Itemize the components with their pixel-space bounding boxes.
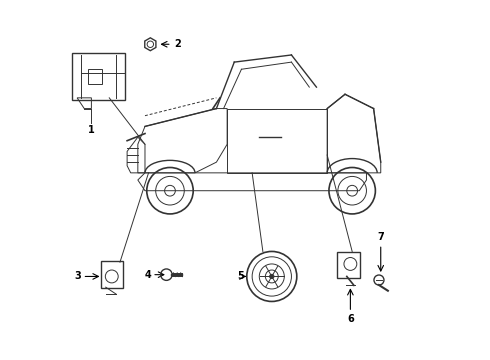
Text: 7: 7 <box>377 232 384 242</box>
Text: 4: 4 <box>145 270 151 280</box>
Text: 3: 3 <box>74 271 81 282</box>
Text: 2: 2 <box>174 39 180 49</box>
Circle shape <box>270 274 274 279</box>
Text: 6: 6 <box>347 314 354 324</box>
Text: 1: 1 <box>88 125 95 135</box>
Text: 5: 5 <box>237 271 244 282</box>
